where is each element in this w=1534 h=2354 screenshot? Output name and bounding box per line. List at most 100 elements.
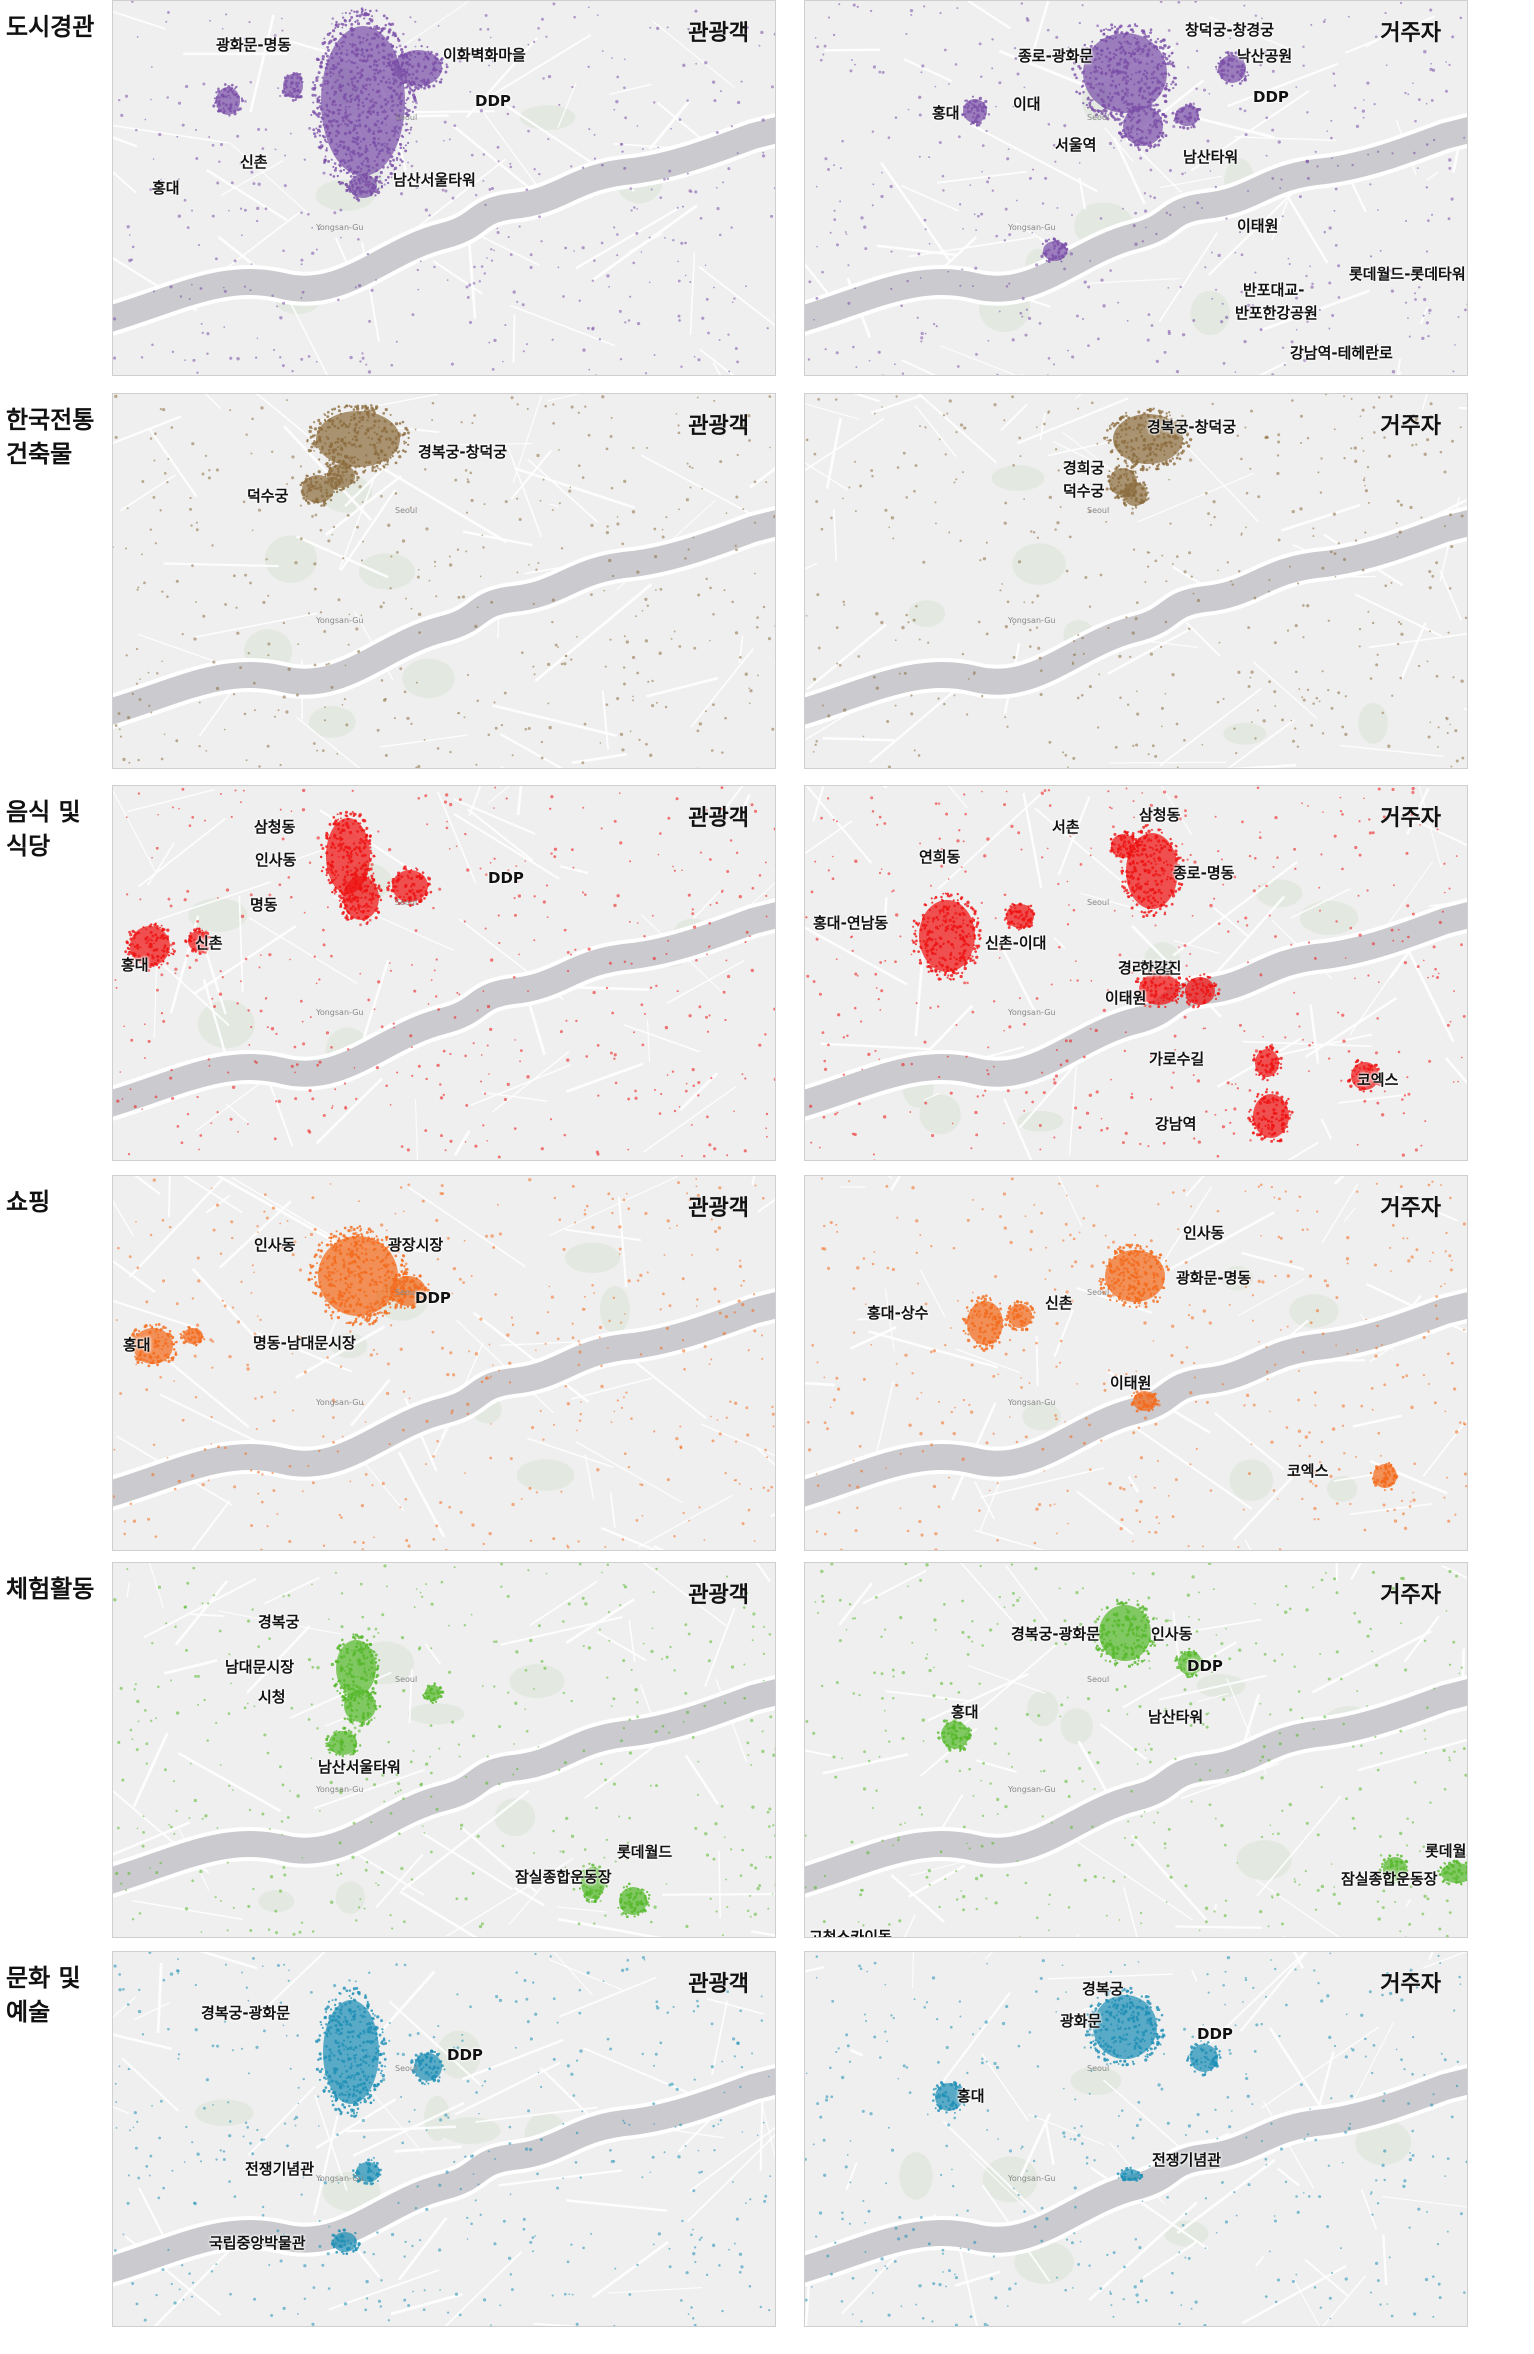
activity-point	[333, 491, 336, 493]
activity-point	[533, 673, 536, 676]
activity-point	[367, 416, 370, 419]
activity-point	[326, 48, 330, 52]
activity-point	[131, 1, 134, 3]
activity-point	[727, 167, 731, 171]
activity-point	[338, 83, 342, 86]
activity-point	[1048, 495, 1052, 500]
activity-point	[542, 478, 545, 481]
activity-point	[1109, 83, 1113, 87]
activity-point	[775, 431, 776, 434]
activity-point	[414, 428, 417, 431]
activity-point	[358, 416, 362, 419]
activity-point	[1243, 4, 1246, 7]
activity-point	[267, 594, 270, 597]
activity-point	[404, 450, 407, 454]
activity-point	[1169, 414, 1172, 417]
activity-point	[558, 502, 561, 505]
activity-point	[532, 40, 536, 44]
activity-point	[1117, 477, 1121, 480]
activity-point	[222, 107, 225, 110]
activity-point	[366, 164, 371, 168]
activity-point	[331, 85, 334, 88]
activity-point	[1134, 242, 1138, 246]
activity-point	[888, 526, 891, 529]
street-line	[1208, 16, 1293, 51]
activity-point	[1384, 11, 1387, 15]
activity-point	[906, 279, 909, 283]
activity-point	[1249, 226, 1253, 230]
activity-point	[815, 500, 819, 503]
activity-point	[472, 281, 476, 285]
activity-point	[1137, 139, 1141, 143]
activity-point	[722, 990, 726, 994]
activity-point	[332, 175, 336, 178]
activity-point	[160, 178, 162, 181]
activity-point	[406, 96, 410, 100]
activity-point	[376, 119, 380, 123]
activity-point	[236, 1002, 239, 1005]
activity-point	[1250, 721, 1253, 723]
activity-point	[313, 427, 318, 431]
activity-point	[1399, 503, 1403, 507]
activity-point	[1170, 83, 1173, 86]
street-line	[338, 475, 376, 571]
activity-point	[1147, 497, 1150, 500]
activity-point	[1095, 46, 1099, 51]
activity-point	[1414, 417, 1418, 421]
activity-point	[362, 173, 365, 176]
activity-point	[325, 147, 328, 150]
street-line	[147, 842, 175, 886]
activity-point	[417, 612, 422, 617]
activity-point	[466, 296, 470, 299]
activity-point	[372, 27, 375, 30]
activity-point	[1240, 290, 1243, 294]
activity-point	[871, 475, 874, 478]
activity-point	[328, 463, 332, 467]
activity-point	[1156, 48, 1159, 51]
activity-point	[429, 72, 431, 75]
activity-point	[730, 226, 733, 229]
activity-point	[1109, 487, 1113, 491]
activity-point	[1127, 479, 1130, 482]
activity-point	[405, 113, 408, 116]
activity-point	[1153, 196, 1157, 200]
activity-point	[1112, 146, 1115, 149]
activity-point	[1341, 725, 1345, 729]
activity-point	[442, 1049, 446, 1053]
activity-point	[1064, 242, 1068, 246]
activity-point	[1142, 447, 1146, 451]
activity-point	[1183, 570, 1187, 574]
activity-point	[396, 104, 400, 107]
activity-point	[1249, 467, 1252, 470]
activity-point	[209, 19, 211, 22]
activity-point	[218, 96, 221, 99]
activity-point	[731, 600, 734, 604]
activity-point	[1428, 312, 1431, 315]
activity-point	[388, 962, 391, 964]
activity-point	[317, 228, 321, 231]
activity-point	[333, 407, 337, 411]
activity-point	[417, 568, 420, 571]
activity-point	[247, 652, 250, 655]
activity-point	[1318, 700, 1321, 703]
activity-point	[1089, 71, 1093, 75]
activity-point	[343, 161, 347, 165]
activity-point	[736, 360, 739, 364]
activity-point	[1149, 28, 1153, 31]
activity-point	[1145, 71, 1149, 75]
activity-point	[1174, 83, 1178, 86]
activity-point	[1105, 487, 1109, 491]
activity-point	[1093, 70, 1097, 74]
activity-point	[329, 142, 332, 145]
activity-point	[1004, 624, 1008, 629]
activity-point	[1143, 483, 1147, 487]
activity-point	[1149, 147, 1152, 150]
activity-point	[1065, 569, 1069, 573]
activity-point	[330, 138, 333, 141]
activity-point	[1218, 65, 1222, 69]
activity-point	[953, 481, 956, 484]
activity-point	[1162, 436, 1166, 439]
activity-point	[368, 462, 371, 465]
activity-point	[396, 1071, 399, 1074]
activity-point	[291, 369, 294, 373]
